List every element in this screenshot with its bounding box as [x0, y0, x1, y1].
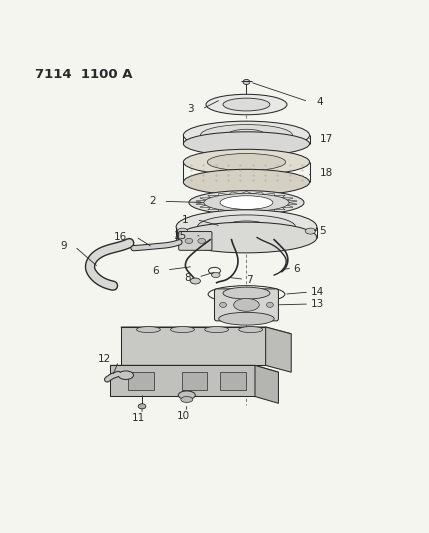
Ellipse shape — [181, 397, 193, 402]
Text: 6: 6 — [152, 266, 159, 276]
Ellipse shape — [223, 98, 270, 111]
Ellipse shape — [190, 278, 200, 284]
Text: 7: 7 — [246, 275, 252, 285]
Ellipse shape — [243, 79, 250, 85]
Ellipse shape — [183, 121, 310, 149]
Ellipse shape — [183, 132, 310, 156]
Ellipse shape — [185, 238, 193, 244]
Ellipse shape — [178, 391, 195, 399]
Ellipse shape — [211, 272, 220, 278]
Ellipse shape — [266, 302, 273, 308]
Text: 12: 12 — [98, 354, 112, 364]
Text: 11: 11 — [132, 413, 145, 423]
Text: 10: 10 — [177, 411, 190, 421]
Ellipse shape — [207, 154, 286, 171]
Ellipse shape — [197, 215, 296, 239]
Text: 17: 17 — [320, 134, 333, 143]
Ellipse shape — [183, 149, 310, 175]
Ellipse shape — [183, 169, 310, 195]
FancyBboxPatch shape — [214, 289, 278, 321]
Text: 2: 2 — [149, 196, 156, 206]
Text: 4: 4 — [316, 96, 323, 107]
Polygon shape — [121, 327, 291, 334]
Ellipse shape — [234, 298, 259, 311]
Ellipse shape — [223, 287, 270, 299]
Ellipse shape — [136, 327, 160, 333]
Ellipse shape — [118, 371, 133, 379]
Bar — [220, 372, 246, 390]
Ellipse shape — [220, 302, 227, 308]
Text: 13: 13 — [311, 299, 323, 309]
Text: 16: 16 — [114, 232, 127, 241]
Ellipse shape — [200, 125, 293, 146]
Text: 6: 6 — [293, 264, 299, 274]
Ellipse shape — [219, 312, 274, 325]
Text: 7114  1100 A: 7114 1100 A — [36, 68, 133, 82]
Polygon shape — [121, 327, 266, 366]
Bar — [128, 372, 154, 390]
FancyBboxPatch shape — [179, 231, 212, 251]
Text: 15: 15 — [174, 231, 187, 241]
Ellipse shape — [206, 94, 287, 115]
Polygon shape — [110, 366, 255, 397]
Ellipse shape — [198, 238, 205, 244]
Ellipse shape — [171, 327, 194, 333]
Text: 8: 8 — [184, 273, 191, 283]
Polygon shape — [255, 366, 278, 403]
Ellipse shape — [176, 210, 317, 244]
Bar — [181, 372, 207, 390]
Ellipse shape — [176, 222, 317, 253]
Text: 9: 9 — [61, 241, 67, 251]
Polygon shape — [266, 327, 291, 372]
Text: 5: 5 — [319, 226, 326, 236]
Text: 1: 1 — [182, 215, 189, 224]
Text: 18: 18 — [320, 168, 333, 177]
Ellipse shape — [220, 196, 273, 209]
Ellipse shape — [205, 327, 229, 333]
Ellipse shape — [239, 327, 263, 333]
Ellipse shape — [189, 191, 304, 214]
Ellipse shape — [138, 403, 146, 409]
Ellipse shape — [204, 193, 289, 212]
Text: 14: 14 — [311, 287, 323, 297]
Text: 3: 3 — [187, 104, 194, 114]
Ellipse shape — [305, 228, 315, 234]
Ellipse shape — [178, 228, 187, 234]
Polygon shape — [110, 366, 278, 372]
